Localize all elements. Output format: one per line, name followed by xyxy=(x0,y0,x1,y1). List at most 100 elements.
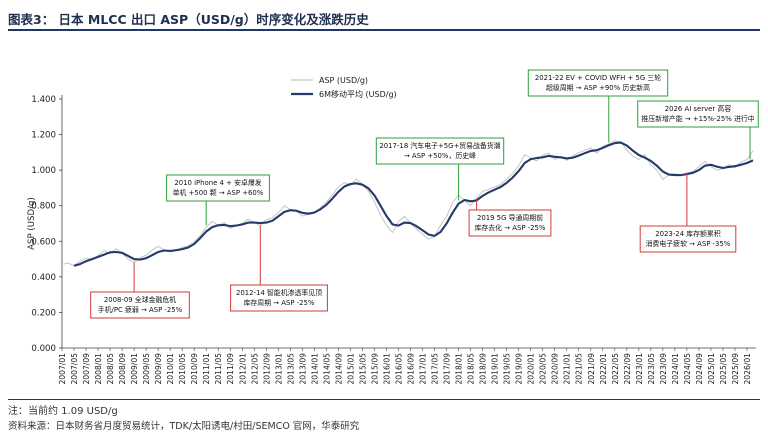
title-rule xyxy=(8,29,760,31)
x-tick-label: 2021/01 xyxy=(563,353,572,385)
x-tick-label: 2012/09 xyxy=(262,353,271,385)
annotation-text: 2017-18 汽车电子+5G+贸易战备货潮 xyxy=(379,141,500,150)
footnote: 注：当前约 1.09 USD/g xyxy=(8,406,118,417)
x-tick-label: 2019/01 xyxy=(491,353,500,385)
annotation-2017-18: 2017-18 汽车电子+5G+贸易战备货潮→ ASP +50%，历史峰 xyxy=(375,137,505,201)
y-tick-label: 0.000 xyxy=(31,344,56,354)
x-tick-label: 2023/01 xyxy=(635,353,644,385)
x-tick-label: 2017/01 xyxy=(419,353,428,385)
source-line: 资料来源：日本财务省月度贸易统计，TDK/太阳诱电/村田/SEMCO 官网，华泰… xyxy=(8,421,360,432)
x-tick-label: 2017/05 xyxy=(431,353,440,385)
x-tick-label: 2022/05 xyxy=(611,353,620,385)
y-tick-label: 0.200 xyxy=(31,308,56,318)
annotation-text: 消费电子疲软 → ASP -35% xyxy=(646,239,731,248)
x-tick-label: 2018/09 xyxy=(479,353,488,385)
x-tick-label: 2024/01 xyxy=(671,353,680,385)
annotation-text: 库存周期 → ASP -25% xyxy=(244,298,315,307)
annotation-box xyxy=(230,284,328,312)
annotation-box xyxy=(166,174,270,202)
x-tick-label: 2008/01 xyxy=(94,353,103,385)
x-tick-label: 2016/01 xyxy=(382,353,391,385)
y-tick-label: 1.200 xyxy=(31,131,56,141)
x-tick-label: 2024/09 xyxy=(695,353,704,385)
x-tick-label: 2014/01 xyxy=(310,353,319,385)
x-tick-label: 2007/05 xyxy=(70,353,79,385)
y-tick-label: 1.000 xyxy=(31,166,56,176)
annotation-text: 2019 5G 导通周期前 xyxy=(477,213,543,222)
x-tick-label: 2009/09 xyxy=(154,353,163,385)
annotation-text: 2026 AI server 高容 xyxy=(665,104,732,113)
axes-layer: 0.000 0.200 0.400 0.600 0.800 1.000 1.200 1.400… xyxy=(27,95,756,385)
legend-asp-label: ASP (USD/g) xyxy=(319,76,368,85)
legend: ASP (USD/g) 6M移动平均 (USD/g) xyxy=(291,76,397,99)
x-tick-label: 2016/09 xyxy=(407,353,416,385)
y-tick-label: 0.800 xyxy=(31,202,56,212)
series-layer xyxy=(61,140,754,267)
y-tick-label: 0.400 xyxy=(31,273,56,283)
x-tick-label: 2022/01 xyxy=(599,353,608,385)
x-tick-label: 2010/01 xyxy=(166,353,175,385)
annotation-text: 2023-24 库存额累积 xyxy=(655,229,721,238)
ma-series-line xyxy=(73,141,754,267)
x-tick-label: 2024/05 xyxy=(683,353,692,385)
annotation-text: 库存去化 → ASP -25% xyxy=(475,223,546,232)
x-tick-label: 2011/01 xyxy=(202,353,211,385)
x-tick-label: 2008/09 xyxy=(118,353,127,385)
x-tick-label: 2007/01 xyxy=(58,353,67,385)
x-tick-label: 2007/09 xyxy=(82,353,91,385)
x-tick-label: 2025/01 xyxy=(707,353,716,385)
x-tick-label: 2009/05 xyxy=(142,353,151,385)
x-tick-label: 2015/09 xyxy=(370,353,379,385)
x-tick-label: 2018/05 xyxy=(467,353,476,385)
x-tick-label: 2017/09 xyxy=(443,353,452,385)
legend-ma-label: 6M移动平均 (USD/g) xyxy=(319,89,397,99)
annotation-box xyxy=(637,100,759,128)
x-tick-label: 2025/05 xyxy=(719,353,728,385)
x-tick-label: 2014/09 xyxy=(334,353,343,385)
page-title: 图表3： 日本 MLCC 出口 ASP（USD/g）时序变化及涨跌历史 xyxy=(8,12,369,27)
y-tick-label: 0.600 xyxy=(31,237,56,247)
x-tick-label: 2023/05 xyxy=(647,353,656,385)
annotation-text: 单机 +500 颗 → ASP +60% xyxy=(173,188,264,197)
annotation-box xyxy=(639,225,737,253)
x-tick-label: 2010/09 xyxy=(190,353,199,385)
x-tick-label: 2008/05 xyxy=(106,353,115,385)
x-tick-label: 2013/01 xyxy=(274,353,283,385)
annotation-text: 2008-09 全球金融危机 xyxy=(104,295,176,304)
annotation-text: 2021-22 EV + COVID WFH + 5G 三轮 xyxy=(535,73,661,82)
asp-line-chart: 0.000 0.200 0.400 0.600 0.800 1.000 1.200 1.400… xyxy=(27,69,759,385)
x-tick-label: 2020/05 xyxy=(539,353,548,385)
y-tick-label: 1.400 xyxy=(31,95,56,105)
annotation-box xyxy=(90,291,190,319)
x-tick-label: 2013/05 xyxy=(286,353,295,385)
annotation-box xyxy=(527,69,669,97)
x-tick-label: 2022/09 xyxy=(623,353,632,385)
x-tick-label: 2020/01 xyxy=(527,353,536,385)
annotation-text: 超级周期 → ASP +90% 历史新高 xyxy=(546,83,650,92)
x-tick-label: 2021/05 xyxy=(575,353,584,385)
annotation-text: 手机/PC 疲弱 → ASP -25% xyxy=(98,305,183,314)
x-tick-label: 2021/09 xyxy=(587,353,596,385)
annotation-box xyxy=(468,209,552,237)
annotation-text: → ASP +50%，历史峰 xyxy=(404,151,476,160)
x-tick-label: 2023/09 xyxy=(659,353,668,385)
footer-rule xyxy=(8,399,760,400)
x-tick-label: 2012/01 xyxy=(238,353,247,385)
annotation-text: 推压新增产能 → +15%-25% 进行中 xyxy=(641,114,754,123)
x-tick-label: 2015/01 xyxy=(346,353,355,385)
x-tick-label: 2018/01 xyxy=(455,353,464,385)
y-axis-title: ASP (USD/g) xyxy=(27,197,37,250)
x-tick-label: 2011/09 xyxy=(226,353,235,385)
x-tick-label: 2019/09 xyxy=(515,353,524,385)
x-tick-label: 2012/05 xyxy=(250,353,259,385)
x-tick-label: 2020/09 xyxy=(551,353,560,385)
annotation-text: 2012-14 智能机渗透率见顶 xyxy=(236,288,322,297)
x-tick-label: 2025/09 xyxy=(731,353,740,385)
